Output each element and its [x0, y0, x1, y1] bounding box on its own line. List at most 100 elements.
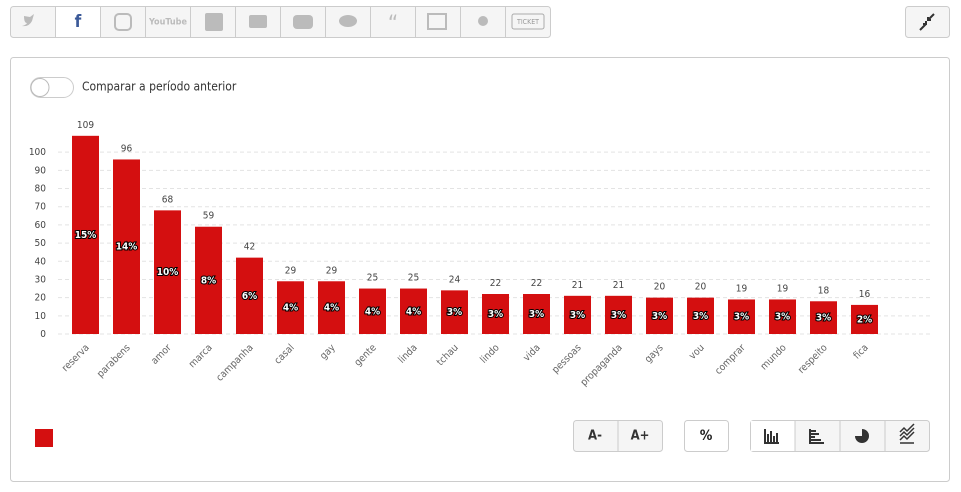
instagram-icon[interactable]: [114, 13, 132, 31]
bar: [195, 226, 222, 334]
share-label: 4%: [406, 306, 421, 317]
percent-frame: [684, 420, 729, 452]
y-tick-label: 50: [35, 238, 47, 249]
value-label: 19: [777, 283, 789, 294]
star-icon[interactable]: [478, 16, 488, 26]
bar: [277, 281, 304, 334]
toggle-label: Comparar a período anterior: [82, 80, 237, 94]
video-icon[interactable]: [293, 15, 313, 29]
bar: [646, 297, 673, 334]
y-tick-label: 100: [29, 147, 46, 158]
facebook-icon[interactable]: f: [75, 12, 82, 32]
value-label: 109: [77, 120, 94, 131]
camera-icon[interactable]: [249, 15, 267, 28]
share-label: 3%: [570, 310, 585, 321]
bar: [687, 297, 714, 334]
y-tick-label: 70: [35, 202, 47, 213]
share-label: 3%: [447, 307, 462, 318]
bar: [154, 210, 181, 334]
value-label: 20: [695, 282, 707, 293]
share-label: 3%: [734, 312, 749, 323]
value-label: 29: [326, 265, 338, 276]
y-tick-label: 90: [35, 165, 47, 176]
value-label: 21: [572, 280, 583, 291]
bar: [523, 294, 550, 334]
panel: [10, 57, 950, 482]
y-tick-label: 80: [35, 184, 47, 195]
y-tick-label: 40: [35, 256, 47, 267]
value-label: 20: [654, 282, 666, 293]
legend-swatch: [35, 429, 53, 447]
share-label: 3%: [611, 310, 626, 321]
share-label: 3%: [693, 311, 708, 322]
value-label: 16: [859, 289, 871, 300]
share-label: 4%: [283, 303, 298, 314]
y-tick-label: 60: [35, 220, 47, 231]
bar: [605, 295, 632, 334]
value-label: 42: [244, 242, 255, 253]
toggle-knob: [30, 78, 50, 97]
share-label: 6%: [242, 291, 257, 302]
ticket-icon[interactable]: TICKET: [516, 18, 539, 26]
y-tick-label: 20: [35, 293, 47, 304]
bar: [318, 281, 345, 334]
share-label: 10%: [157, 267, 179, 278]
bar: [564, 295, 591, 334]
pie-icon[interactable]: [855, 429, 869, 443]
share-label: 4%: [365, 306, 380, 317]
social-toolbar: f YouTube “ TICKET: [10, 6, 551, 38]
quote-icon[interactable]: “: [388, 12, 398, 37]
share-label: 14%: [116, 242, 138, 253]
share-label: 8%: [201, 275, 216, 286]
y-tick-label: 30: [35, 274, 47, 285]
linkedin-icon[interactable]: [205, 13, 223, 31]
value-label: 29: [285, 265, 297, 276]
share-label: 15%: [75, 230, 97, 241]
ticket-frame[interactable]: [511, 13, 545, 30]
percent-button[interactable]: %: [700, 428, 713, 444]
share-label: 3%: [529, 309, 544, 320]
value-label: 19: [736, 283, 748, 294]
font-smaller-button[interactable]: A-: [588, 429, 602, 444]
horizontal-bars-icon[interactable]: [809, 429, 824, 444]
y-tick-label: 10: [35, 311, 47, 322]
share-label: 3%: [816, 313, 831, 324]
bar: [441, 290, 468, 334]
value-label: 25: [408, 273, 419, 284]
bar: [482, 294, 509, 334]
vertical-bars-icon[interactable]: [764, 429, 779, 444]
share-label: 4%: [324, 303, 339, 314]
font-larger-button[interactable]: A+: [631, 429, 650, 444]
collapse-button[interactable]: [905, 6, 950, 38]
bar: [400, 288, 427, 334]
share-label: 2%: [857, 314, 872, 325]
bar: [359, 288, 386, 334]
twitter-icon[interactable]: [22, 14, 34, 27]
value-label: 68: [162, 194, 174, 205]
value-label: 22: [490, 278, 501, 289]
value-label: 24: [449, 274, 461, 285]
bar: [728, 299, 755, 334]
value-label: 25: [367, 273, 378, 284]
value-label: 22: [531, 278, 542, 289]
area-icon[interactable]: [899, 423, 915, 444]
bar: [769, 299, 796, 334]
bar: [851, 304, 878, 334]
share-label: 3%: [488, 309, 503, 320]
news-icon[interactable]: [427, 13, 447, 30]
bar: [113, 159, 140, 334]
bar: [72, 135, 99, 334]
y-tick-label: 0: [40, 329, 46, 340]
collapse-icon: [919, 13, 935, 31]
share-label: 3%: [652, 311, 667, 322]
active-tab[interactable]: [56, 7, 101, 37]
bar: [810, 301, 837, 334]
chat-icon[interactable]: [339, 15, 357, 27]
value-label: 18: [818, 285, 830, 296]
youtube-icon[interactable]: YouTube: [148, 18, 187, 28]
value-label: 96: [121, 143, 133, 154]
value-label: 59: [203, 211, 215, 222]
value-label: 21: [613, 280, 624, 291]
bar: [236, 257, 263, 334]
